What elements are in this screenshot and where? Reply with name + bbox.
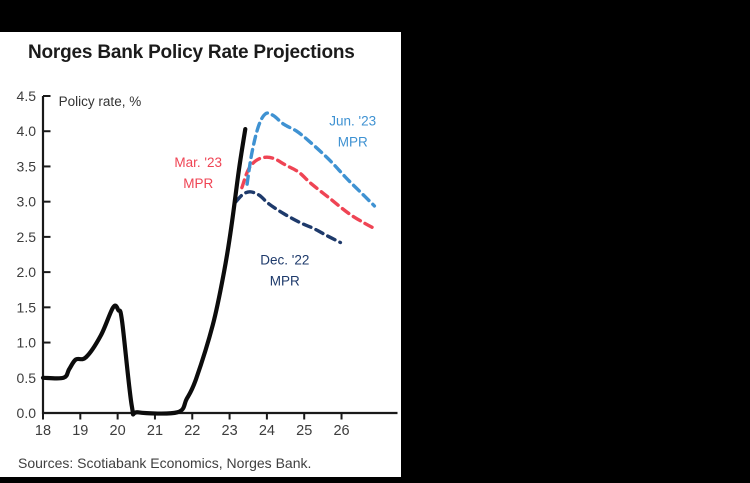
y-tick-label: 3.5 <box>17 158 37 174</box>
annotation-jun-23-label: Jun. '23 MPR <box>329 114 376 150</box>
x-tick-label: 25 <box>296 423 312 439</box>
y-tick-label: 1.5 <box>17 299 37 315</box>
series-policy-rate-actual <box>40 127 248 417</box>
y-tick-label: 4.5 <box>17 88 37 104</box>
policy-rate-chart: 0.0 0.5 1.0 1.5 2.0 2.5 3.0 3.5 4.0 4.5 18 19 20 21 22… <box>17 88 398 439</box>
series-mar-23-mpr <box>240 155 377 231</box>
chart-title: Norges Bank Policy Rate Projections <box>28 42 355 63</box>
y-tick-label: 2.0 <box>17 264 37 280</box>
annotation-dec-22-label: Dec. '22 MPR <box>260 252 309 288</box>
x-tick-label: 19 <box>72 423 88 439</box>
x-tick-label: 24 <box>259 423 275 439</box>
y-tick-label: 0.0 <box>17 405 37 421</box>
x-tick-label: 23 <box>222 423 238 439</box>
annotation-mar-23-label: Mar. '23 MPR <box>174 155 222 191</box>
chart-panel: Norges Bank Policy Rate Projections 0.0 0… <box>0 32 401 477</box>
x-tick-label: 20 <box>110 423 126 439</box>
series-dec-22-mpr <box>234 190 343 245</box>
x-tick-label: 26 <box>333 423 349 439</box>
sources-note: Sources: Scotiabank Economics, Norges Ba… <box>18 455 312 471</box>
y-tick-label: 4.0 <box>17 123 37 139</box>
annotation-policy-rate-label: Policy rate, % <box>59 94 142 109</box>
x-tick-label: 21 <box>147 423 163 439</box>
y-tick-label: 2.5 <box>17 229 37 245</box>
y-tick-label: 3.0 <box>17 194 37 210</box>
series-jun-23-mpr <box>245 111 377 208</box>
y-tick-label: 1.0 <box>17 335 37 351</box>
x-tick-label: 18 <box>35 423 51 439</box>
x-tick-label: 22 <box>184 423 200 439</box>
y-tick-label: 0.5 <box>17 370 37 386</box>
